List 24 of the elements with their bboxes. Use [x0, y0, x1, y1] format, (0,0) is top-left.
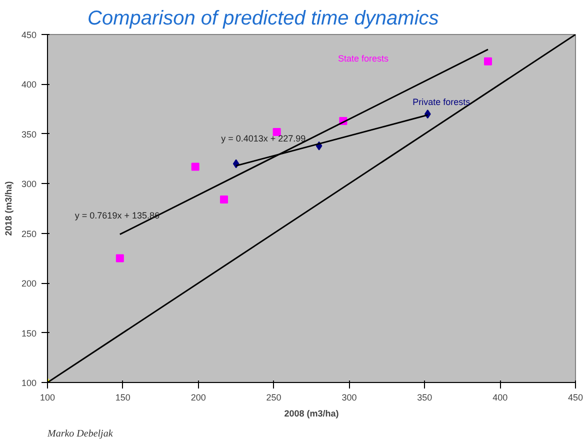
x-tick-label: 400	[492, 392, 508, 402]
x-tick-label: 450	[568, 392, 584, 402]
annotation: y = 0.4013x + 227.99	[221, 134, 306, 144]
x-tick-label: 350	[417, 392, 432, 402]
x-tick-label: 300	[342, 392, 357, 402]
x-tick-label: 250	[266, 392, 282, 402]
y-tick-label: 450	[21, 30, 37, 40]
x-tick-label: 100	[40, 392, 56, 402]
y-tick-label: 200	[21, 278, 37, 289]
series-label: Private forests	[412, 97, 471, 108]
y-tick-label: 150	[21, 328, 37, 338]
annotation: y = 0.7619x + 135.86	[74, 210, 160, 220]
x-tick-label: 150	[115, 392, 130, 402]
y-tick-label: 100	[21, 378, 37, 388]
text: Marko Debeljak	[46, 428, 114, 440]
text: State forests	[338, 53, 390, 64]
y-tick-label: 250	[21, 228, 37, 239]
x-axis-title: 2008 (m3/ha)	[284, 408, 339, 418]
x-tick-label: 200	[190, 392, 206, 402]
y-tick-label: 300	[21, 179, 37, 190]
chart-title: Comparison of predicted time dynamics	[88, 8, 439, 30]
y-axis-title: 2018 (m3/ha)	[3, 181, 14, 236]
y-tick-label: 400	[21, 80, 37, 90]
y-tick-label: 350	[21, 129, 37, 140]
